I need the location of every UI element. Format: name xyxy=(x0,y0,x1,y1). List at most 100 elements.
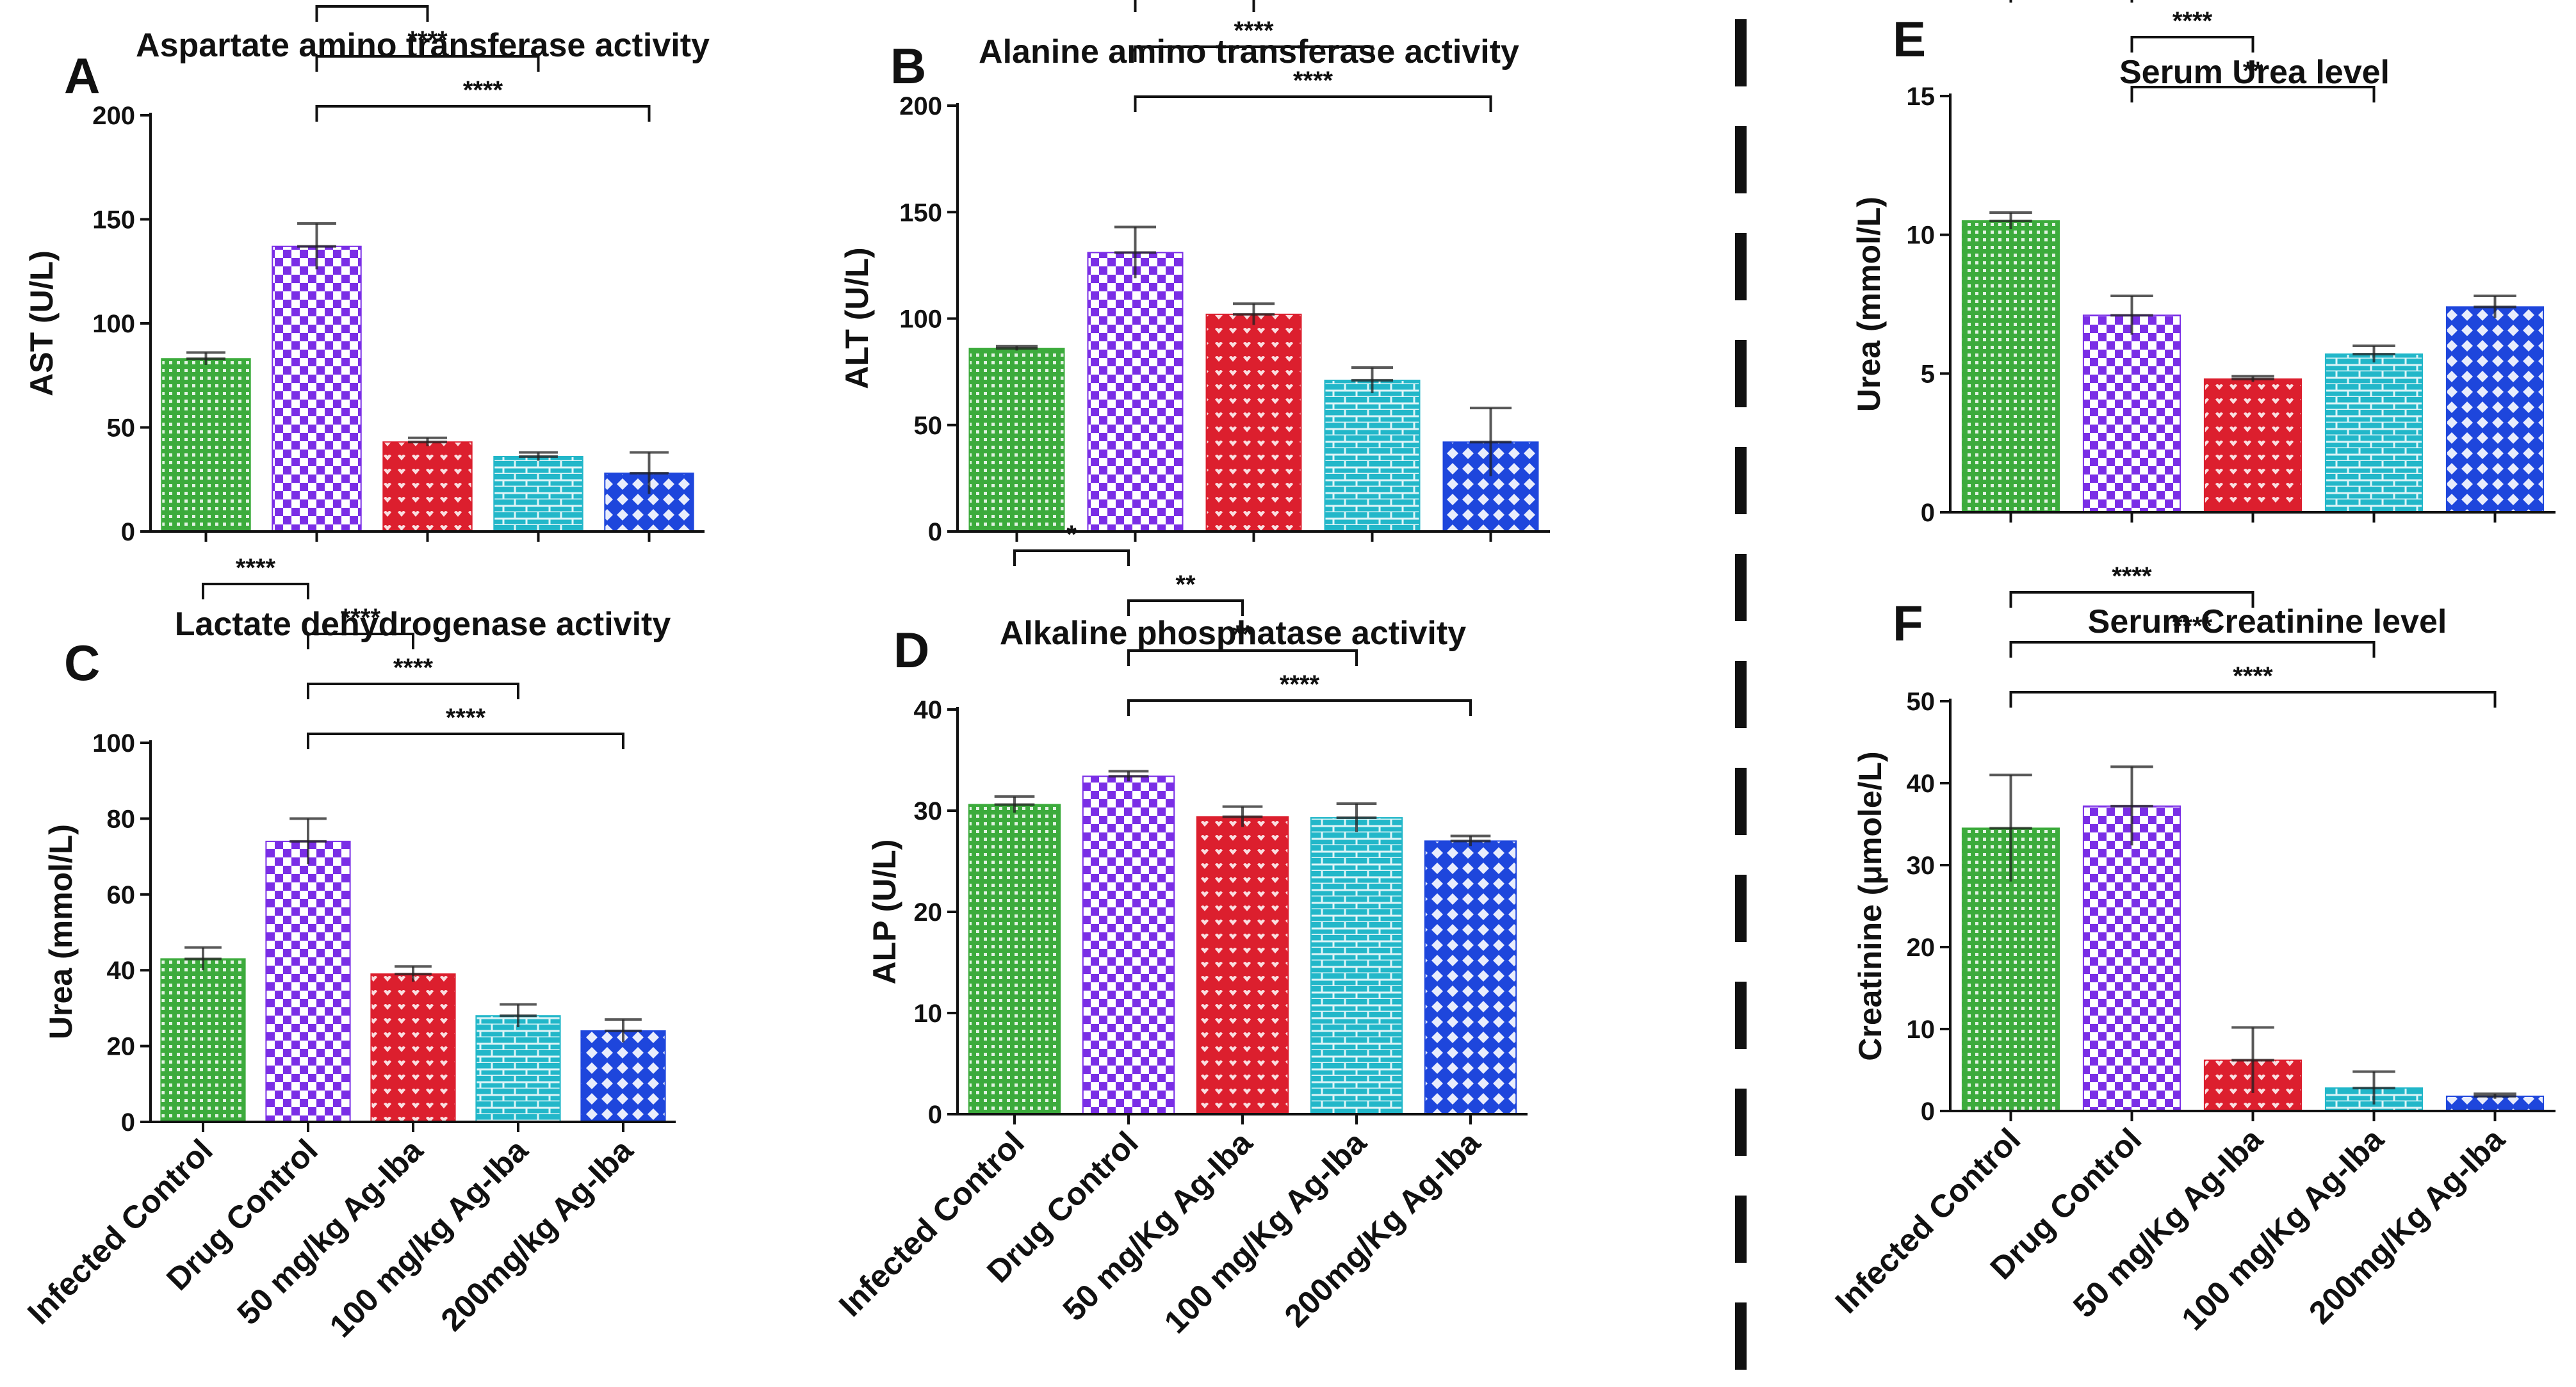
y-tick-label: 60 xyxy=(107,881,136,909)
panel-letter: C xyxy=(64,635,100,691)
bar-50-mg-kg-ag-iba xyxy=(370,973,456,1123)
error-bar-infected-control xyxy=(184,946,222,971)
significance-bracket: **** xyxy=(1127,670,1472,716)
bar-drug-control xyxy=(265,840,351,1123)
panel-letter: F xyxy=(1893,595,1923,651)
significance-label: **** xyxy=(2172,7,2213,35)
y-tick-label: 10 xyxy=(1907,222,1936,250)
panel-c: C Lactate dehydrogenase activity Urea (mmo… xyxy=(20,554,676,1344)
bar-100-mg-kg-ag-iba xyxy=(475,1015,561,1123)
error-bar-100-mg-kg-ag-iba xyxy=(500,1003,537,1027)
chart-title: Lactate dehydrogenase activity xyxy=(175,606,671,643)
y-tick-label: 50 xyxy=(1907,688,1936,716)
significance-bracket: * xyxy=(1013,521,1130,566)
significance-label: **** xyxy=(2172,612,2213,640)
significance-label: **** xyxy=(352,0,393,4)
y-axis-label: Urea (mmol/L) xyxy=(1851,197,1887,412)
significance-label: ** xyxy=(1232,620,1253,649)
error-bar-drug-control xyxy=(2110,765,2153,846)
y-tick-label: 20 xyxy=(1907,934,1936,962)
error-bar-drug-control xyxy=(297,222,336,270)
x-tick-label: 200mg/Kg Ag-Iba xyxy=(1278,1124,1488,1334)
error-bar-50-mg-kg-ag-iba xyxy=(1222,805,1263,827)
y-tick-label: 50 xyxy=(914,412,943,440)
significance-bracket: ** xyxy=(1127,620,1358,666)
significance-label: **** xyxy=(2112,562,2152,590)
significance-bracket: ** xyxy=(2130,57,2376,102)
error-bar-200mg-kg-ag-iba xyxy=(1469,407,1512,476)
bar-infected-control xyxy=(968,348,1065,532)
significance-label: **** xyxy=(341,604,381,632)
error-bar-200mg-kg-ag-iba xyxy=(1450,834,1491,847)
y-tick-label: 10 xyxy=(1907,1016,1936,1044)
y-tick-label: 0 xyxy=(121,1108,135,1137)
y-axis-label: Creatinine (μmole/L) xyxy=(1852,751,1888,1060)
significance-bracket: **** xyxy=(2009,612,2376,658)
y-axis-label: AST (U/L) xyxy=(24,250,60,396)
y-tick-label: 100 xyxy=(899,305,942,334)
significance-bracket: **** xyxy=(1134,17,1374,62)
x-tick-label: 100 mg/kg Ag-Iba xyxy=(323,1132,535,1344)
y-axis-label: Urea (mmol/L) xyxy=(43,824,79,1039)
y-axis-label: ALT (U/L) xyxy=(839,247,875,389)
y-tick-label: 20 xyxy=(107,1033,136,1061)
error-bar-100-mg-kg-ag-iba xyxy=(1336,802,1377,832)
y-tick-label: 50 xyxy=(107,414,136,442)
y-tick-label: 10 xyxy=(914,1000,943,1028)
bar-infected-control xyxy=(161,358,251,532)
significance-label: **** xyxy=(1234,17,1274,45)
y-tick-label: 0 xyxy=(121,518,135,546)
error-bar-200mg-kg-ag-iba xyxy=(2474,295,2516,318)
error-bar-200mg-kg-ag-iba xyxy=(630,451,669,494)
significance-bracket: **** xyxy=(2130,7,2254,53)
y-tick-label: 5 xyxy=(1921,360,1935,388)
x-tick-label: 100 mg/Kg Ag-Iba xyxy=(1157,1124,1374,1340)
bar-drug-control xyxy=(1087,252,1184,532)
bar-infected-control xyxy=(968,804,1061,1115)
bar-50-mg-kg-ag-iba xyxy=(2203,378,2303,513)
significance-bracket: **** xyxy=(315,0,429,22)
panel-a: A Aspartate amino transferase activity AST… xyxy=(24,0,710,546)
bar-drug-control xyxy=(1082,775,1175,1115)
significance-bracket: **** xyxy=(2009,562,2254,608)
error-bar-drug-control xyxy=(2110,295,2153,335)
significance-label: **** xyxy=(463,76,503,104)
x-tick-label: 200mg/kg Ag-Iba xyxy=(434,1132,640,1338)
significance-bracket: **** xyxy=(307,604,414,649)
error-bar-100-mg-kg-ag-iba xyxy=(519,451,558,461)
error-bar-50-mg-kg-ag-iba xyxy=(408,436,447,446)
error-bar-200mg-kg-ag-iba xyxy=(605,1018,642,1042)
y-tick-label: 15 xyxy=(1907,83,1936,111)
y-tick-label: 200 xyxy=(899,92,942,120)
chart-title: Alanine amino transferase activity xyxy=(979,33,1519,70)
significance-bracket: **** xyxy=(307,704,624,749)
bar-infected-control xyxy=(1961,220,2060,513)
significance-bracket: **** xyxy=(307,654,519,699)
y-tick-label: 150 xyxy=(92,206,135,234)
error-bar-infected-control xyxy=(186,351,225,365)
bar-100-mg-kg-ag-iba xyxy=(1324,379,1421,532)
panel-letter: A xyxy=(64,47,100,104)
y-tick-label: 0 xyxy=(928,1101,942,1129)
panel-d: D Alkaline phosphatase activity ALP (U/L) 0… xyxy=(832,521,1528,1340)
bar-50-mg-kg-ag-iba xyxy=(382,441,473,532)
x-tick-label: 50 mg/Kg Ag-Iba xyxy=(1056,1124,1260,1327)
x-tick-label: Infected Control xyxy=(20,1132,220,1331)
y-tick-label: 0 xyxy=(1921,1098,1935,1126)
y-axis-label: ALP (U/L) xyxy=(867,840,902,985)
x-tick-label: Infected Control xyxy=(832,1124,1031,1324)
significance-label: ** xyxy=(1175,571,1196,599)
y-tick-label: 40 xyxy=(107,957,136,985)
y-tick-label: 30 xyxy=(914,797,943,825)
significance-bracket: **** xyxy=(2009,662,2497,708)
significance-bracket: **** xyxy=(315,76,651,122)
error-bar-infected-control xyxy=(995,345,1038,351)
panel-letter: E xyxy=(1893,11,1926,67)
bar-50-mg-kg-ag-iba xyxy=(1205,313,1302,532)
significance-bracket: **** xyxy=(1134,67,1492,112)
error-bar-50-mg-kg-ag-iba xyxy=(395,965,432,982)
bar-100-mg-kg-ag-iba xyxy=(2324,353,2424,513)
y-tick-label: 20 xyxy=(914,898,943,927)
error-bar-50-mg-kg-ag-iba xyxy=(2231,375,2274,382)
